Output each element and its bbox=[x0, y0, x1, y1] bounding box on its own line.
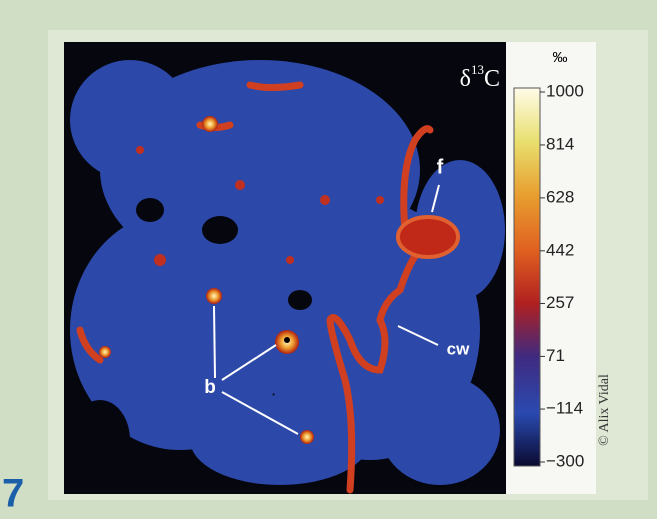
annotation: f bbox=[437, 156, 444, 178]
figure: f cw b δ13C ‰ © Alix Vidal 7 10008146284… bbox=[0, 0, 657, 519]
micrograph bbox=[64, 42, 506, 494]
colorbar bbox=[514, 88, 540, 466]
colorbar-tick-label: −114 bbox=[546, 399, 583, 418]
colorbar-tick-label: 1000 bbox=[546, 81, 584, 100]
colorbar-tick-label: −300 bbox=[546, 451, 584, 470]
colorbar-tick-label: 628 bbox=[546, 187, 574, 206]
credit: © Alix Vidal bbox=[597, 374, 612, 446]
annotation: b bbox=[204, 377, 216, 398]
panel-number: 7 bbox=[2, 472, 24, 516]
colorbar-tick-label: 814 bbox=[546, 134, 574, 153]
colorbar-tick-label: 257 bbox=[546, 293, 574, 312]
colorbar-tick-label: 71 bbox=[546, 346, 565, 365]
colorbar-tick-label: 442 bbox=[546, 240, 574, 259]
annotation: cw bbox=[447, 339, 470, 358]
colorbar-unit: ‰ bbox=[553, 49, 568, 66]
